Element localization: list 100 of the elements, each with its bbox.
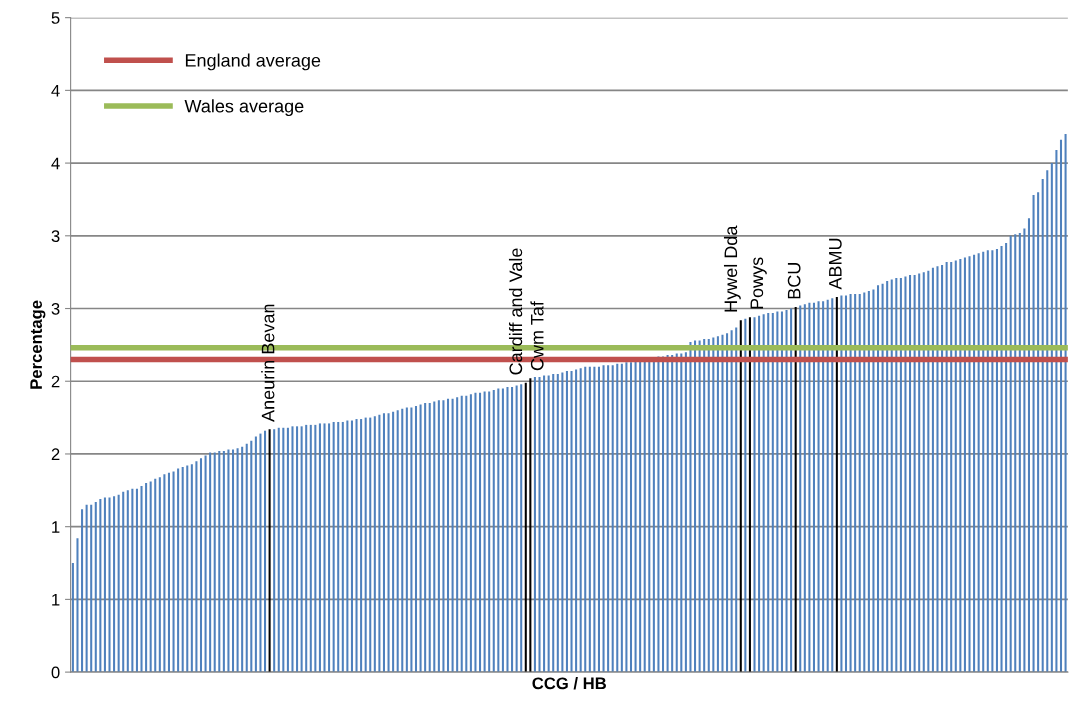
data-label: Aneurin Bevan xyxy=(261,304,275,422)
bar xyxy=(145,483,148,673)
bar xyxy=(735,327,738,673)
y-tick-label: 4 xyxy=(51,84,60,97)
bar xyxy=(1000,245,1003,673)
bar xyxy=(410,407,413,673)
bar xyxy=(716,336,719,673)
bar xyxy=(927,270,930,673)
bar xyxy=(634,360,637,673)
bar xyxy=(767,312,770,673)
x-axis-title: CCG / HB xyxy=(532,676,606,690)
bar xyxy=(762,314,765,673)
bar xyxy=(94,501,97,673)
y-tick-label: 2 xyxy=(51,375,60,388)
y-tick-label: 3 xyxy=(51,230,60,243)
bar xyxy=(643,359,646,673)
bar xyxy=(99,499,102,673)
bar xyxy=(1059,139,1063,673)
bar xyxy=(671,355,674,673)
bar xyxy=(419,404,422,673)
bar xyxy=(986,250,989,673)
bar xyxy=(126,490,129,673)
bar xyxy=(588,366,591,673)
bar xyxy=(744,318,747,673)
bar xyxy=(213,452,216,673)
bar xyxy=(76,538,79,673)
y-tick-label: 1 xyxy=(52,593,60,606)
bar xyxy=(726,333,729,673)
bar xyxy=(753,317,756,673)
bar xyxy=(520,384,523,673)
bar xyxy=(890,279,893,673)
bar xyxy=(543,375,546,673)
bar xyxy=(218,451,221,673)
bar xyxy=(1041,179,1044,673)
bar xyxy=(616,363,619,673)
bar xyxy=(758,315,761,673)
bar xyxy=(808,302,811,673)
bar xyxy=(977,253,980,673)
bar xyxy=(936,266,939,673)
bar xyxy=(392,411,395,673)
bar xyxy=(222,451,225,673)
bar xyxy=(140,485,143,673)
bar xyxy=(277,427,280,673)
bar xyxy=(163,474,166,673)
bar xyxy=(1064,134,1067,673)
bar xyxy=(561,372,564,673)
bar xyxy=(899,277,902,673)
bar xyxy=(840,295,843,673)
bar xyxy=(113,496,116,673)
bar xyxy=(694,340,697,673)
bar xyxy=(195,461,198,673)
bar xyxy=(501,388,504,673)
bar xyxy=(698,340,701,673)
bar xyxy=(382,413,385,673)
bar xyxy=(1018,232,1021,673)
bar xyxy=(703,339,706,673)
bar xyxy=(122,491,125,673)
bar xyxy=(858,293,861,673)
bar xyxy=(1027,218,1031,673)
bar xyxy=(318,423,321,673)
bar xyxy=(259,433,262,673)
bar xyxy=(204,455,207,673)
bar xyxy=(511,387,514,673)
bar xyxy=(245,443,248,673)
bar xyxy=(597,366,600,673)
bar xyxy=(241,446,244,673)
data-label: Powys xyxy=(750,257,767,309)
bar xyxy=(264,430,267,673)
bar xyxy=(506,387,509,673)
bar xyxy=(309,424,312,673)
bar xyxy=(387,413,390,673)
bar xyxy=(181,467,184,673)
bar xyxy=(565,371,568,673)
bar xyxy=(172,471,175,673)
y-tick-label: 0 xyxy=(51,666,60,679)
bar xyxy=(602,365,605,673)
bar xyxy=(1009,235,1012,673)
bar xyxy=(81,509,84,673)
bar xyxy=(369,417,372,673)
bar xyxy=(909,275,912,673)
bar xyxy=(629,362,633,673)
bar xyxy=(790,308,793,673)
bar xyxy=(1023,228,1026,673)
y-tick-label: 2 xyxy=(51,448,60,460)
bar xyxy=(451,398,454,673)
data-label: Cwm Taf xyxy=(530,301,544,371)
bar xyxy=(931,267,934,673)
bar xyxy=(982,251,985,673)
bar xyxy=(922,272,925,673)
bar xyxy=(849,293,852,673)
bar xyxy=(620,363,623,673)
bar xyxy=(85,504,88,673)
bar xyxy=(872,289,875,673)
bar xyxy=(881,283,884,673)
bar xyxy=(579,368,582,673)
bar xyxy=(268,429,271,673)
bar xyxy=(712,337,715,673)
bar xyxy=(799,305,802,673)
bar xyxy=(474,392,477,673)
bar xyxy=(918,273,921,673)
